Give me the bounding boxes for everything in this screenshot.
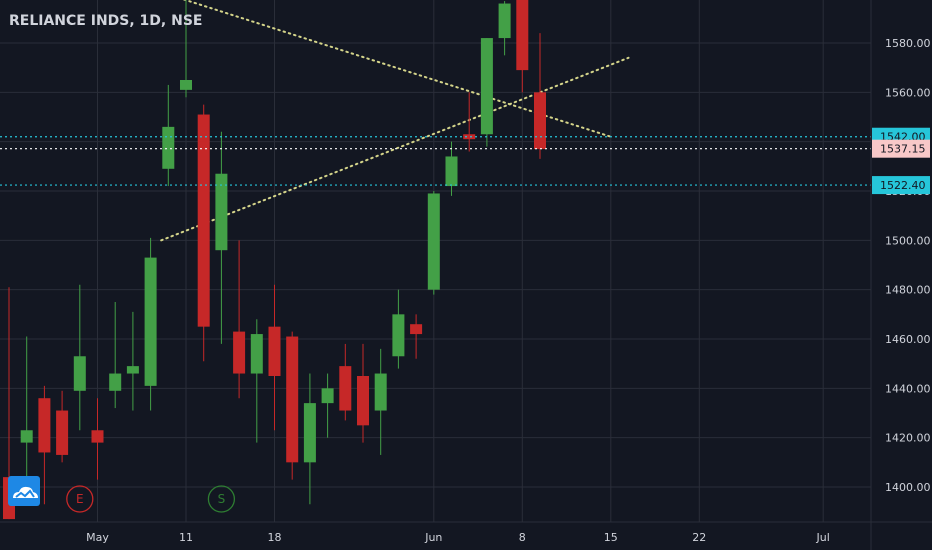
tradingview-cloud-icon[interactable] [8,476,40,506]
candle [20,336,33,487]
candle-body [321,388,334,404]
candle [250,319,263,443]
price-tick-label: 1460.00 [885,333,931,346]
price-line-badge [872,176,930,195]
candle [410,314,423,359]
candle [126,311,139,411]
event-marker-circle [207,485,236,513]
candle [73,284,86,431]
trend-lines[interactable] [160,0,630,242]
candle [56,390,69,463]
event-marker[interactable]: E [66,485,94,513]
candle-body [463,134,476,140]
candle-body [109,373,122,391]
candle-body [534,92,546,150]
candle-body [339,366,352,411]
price-tick-label: 1420.00 [885,432,931,445]
candle [144,237,157,411]
candle-body [180,80,192,90]
time-tick-label: 8 [519,531,526,544]
candle [357,343,369,443]
candle-body [197,114,210,327]
candle-body [233,331,246,374]
candle [162,84,175,187]
price-tick-label: 1400.00 [885,481,931,494]
price-lines [0,136,871,186]
candle-body [56,410,69,455]
candle-body [20,430,33,443]
candle-body [480,38,493,135]
candle-body [392,314,405,357]
candle-body [427,193,440,290]
candles [3,0,546,520]
price-line-badge-label: 1537.15 [880,143,926,156]
candle [516,0,529,93]
candle [303,373,316,505]
time-tick-label: 15 [604,531,618,544]
event-marker-label: E [76,492,84,506]
candle-body [215,173,228,251]
price-tick-label: 1580.00 [885,37,931,50]
candle [38,385,51,505]
price-tick-label: 1500.00 [885,234,931,247]
candle [445,141,458,196]
candle-body [498,3,511,39]
candle [480,38,493,147]
candle [91,398,104,480]
candle [498,1,511,56]
candle [534,33,546,159]
candle [339,343,352,421]
candle-body [250,334,263,374]
candle-body [410,324,423,335]
candle-body [162,126,175,169]
candle [233,240,246,399]
price-tick-label: 1480.00 [885,284,931,297]
candle-body [303,403,316,463]
candle-body [374,373,387,411]
time-tick-label: 22 [692,531,706,544]
chart-title: RELIANCE INDS, 1D, NSE [9,13,202,29]
event-marker[interactable]: S [207,485,236,513]
trend-line[interactable] [174,0,612,138]
candle-body [126,366,139,374]
time-tick-label: May [86,531,109,544]
price-tick-label: 1560.00 [885,86,931,99]
time-tick-label: 11 [179,531,193,544]
candle [321,373,334,438]
candle-body [516,0,529,71]
candle [463,92,476,152]
candle-body [38,398,51,453]
event-marker-circle [66,485,94,513]
price-tick-label: 1440.00 [885,382,931,395]
candle [286,331,299,480]
candle-body [445,156,458,187]
price-axis[interactable]: 1400.00 1420.00 1440.00 1460.00 1480.00 1500.… [872,37,931,494]
candle-body [91,430,104,443]
candle [268,284,281,431]
time-tick-label: Jun [424,531,442,544]
candle [215,131,228,344]
event-marker-label: S [218,492,226,506]
candle [180,0,192,98]
candle [374,348,387,455]
time-tick-label: Jul [816,531,830,544]
candle [427,191,440,295]
candle [392,289,405,369]
candle [197,104,210,362]
candle-body [286,336,299,463]
candle [109,302,122,409]
candle-body [73,356,86,391]
price-line-badge [872,139,930,158]
trend-line[interactable] [160,56,630,242]
candle-body [144,257,157,386]
time-axis[interactable]: May 11 18 Jun 8 15 22 Jul [86,531,830,544]
price-line-badge-label: 1522.40 [880,179,926,192]
time-tick-label: 18 [268,531,282,544]
candle-body [357,376,369,426]
candle-body [268,326,281,376]
